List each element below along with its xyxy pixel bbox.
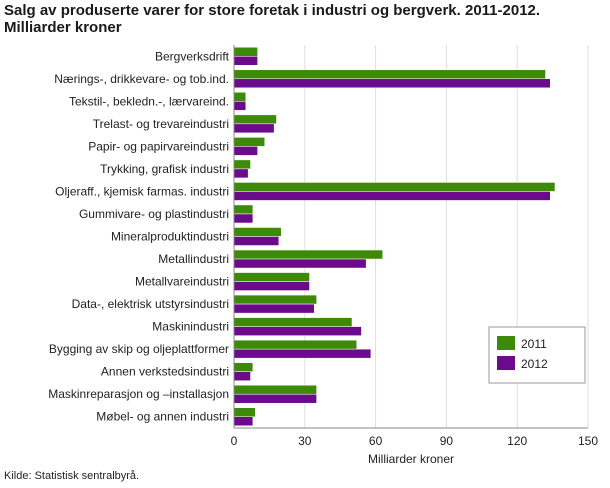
bar-2012 [233,393,317,404]
bar-2011 [233,317,353,327]
bar-2012 [233,168,249,179]
bar-2011 [233,114,277,125]
bar-2012 [233,236,280,246]
bar-2011 [233,339,357,350]
x-tick-label: 90 [440,434,454,448]
x-tick-label: 30 [298,434,312,448]
bar-2011 [233,137,265,147]
bar-2011 [233,182,556,192]
bar-2011 [233,272,310,282]
category-label: Maskinreparasjon og –installasjon [48,387,229,401]
bar-2011 [233,92,247,102]
bar-2012 [233,101,247,111]
bar-2012 [233,281,310,291]
bar-2011 [233,227,282,237]
x-tick-labels: 0 30 60 90 120 150 [231,434,599,448]
bar-2011 [233,47,258,57]
category-label: Oljeraff., kjemisk farmas. industri [55,184,229,198]
category-labels: Bergverksdrift Nærings-, drikkevare- og t… [48,49,229,423]
x-tick-label: 0 [231,434,238,448]
legend-swatch-2012 [497,356,515,370]
category-label: Trykking, grafisk industri [100,162,229,176]
category-label: Nærings-, drikkevare- og tob.ind. [54,72,229,86]
bar-2011 [233,69,546,80]
x-tick-label: 60 [369,434,383,448]
bar-2012 [233,191,551,201]
bar-2012 [233,416,254,426]
axes [233,45,588,429]
bar-2012 [233,326,362,336]
bar-2012 [233,303,315,314]
bar-2011 [233,159,251,170]
category-label: Mineralproduktindustri [111,230,229,244]
chart-title-line1: Salg av produserte varer for store foret… [4,2,541,19]
bar-2011 [233,249,383,260]
x-tick-label: 150 [578,434,598,448]
category-label: Trelast- og trevareindustri [93,117,229,131]
grid-lines [304,45,589,428]
category-label: Gummivare- og plastindustri [79,207,229,221]
chart-title: Salg av produserte varer for store foret… [4,2,604,36]
category-label: Metallindustri [158,252,229,266]
bar-2012 [233,78,551,89]
bars [233,47,556,426]
bar-2012 [233,258,367,269]
bar-2012 [233,213,254,224]
category-label: Papir- og papirvareindustri [88,139,229,153]
source-note: Kilde: Statistisk sentralbyrå. [4,470,140,482]
bar-2012 [233,348,372,359]
category-label: Maskinindustri [152,320,229,334]
legend-swatch-2011 [497,336,515,350]
bar-2012 [233,146,258,156]
legend-label-2012: 2012 [521,357,548,371]
chart-title-line2: Milliarder kroner [4,19,122,36]
category-label: Data-, elektrisk utstyrsindustri [72,297,229,311]
bar-2011 [233,362,254,372]
bar-2011 [233,294,317,305]
category-label: Annen verkstedsindustri [101,365,229,379]
bar-2012 [233,371,251,381]
category-label: Tekstil-, bekledn.-, lærvareind. [69,94,229,108]
bar-2011 [233,204,254,215]
category-label: Bergverksdrift [155,49,230,63]
x-axis-label: Milliarder kroner [368,452,454,466]
bar-2011 [233,407,256,417]
category-label: Metallvareindustri [135,275,229,289]
legend-box [488,326,586,384]
bar-2012 [233,123,275,134]
category-label: Møbel- og annen industri [96,410,229,424]
category-label: Bygging av skip og oljeplattformer [49,342,229,356]
x-tick-label: 120 [507,434,527,448]
bar-2012 [233,56,258,66]
legend: 2011 2012 [488,326,586,384]
legend-label-2011: 2011 [521,337,547,351]
bar-2011 [233,384,317,395]
